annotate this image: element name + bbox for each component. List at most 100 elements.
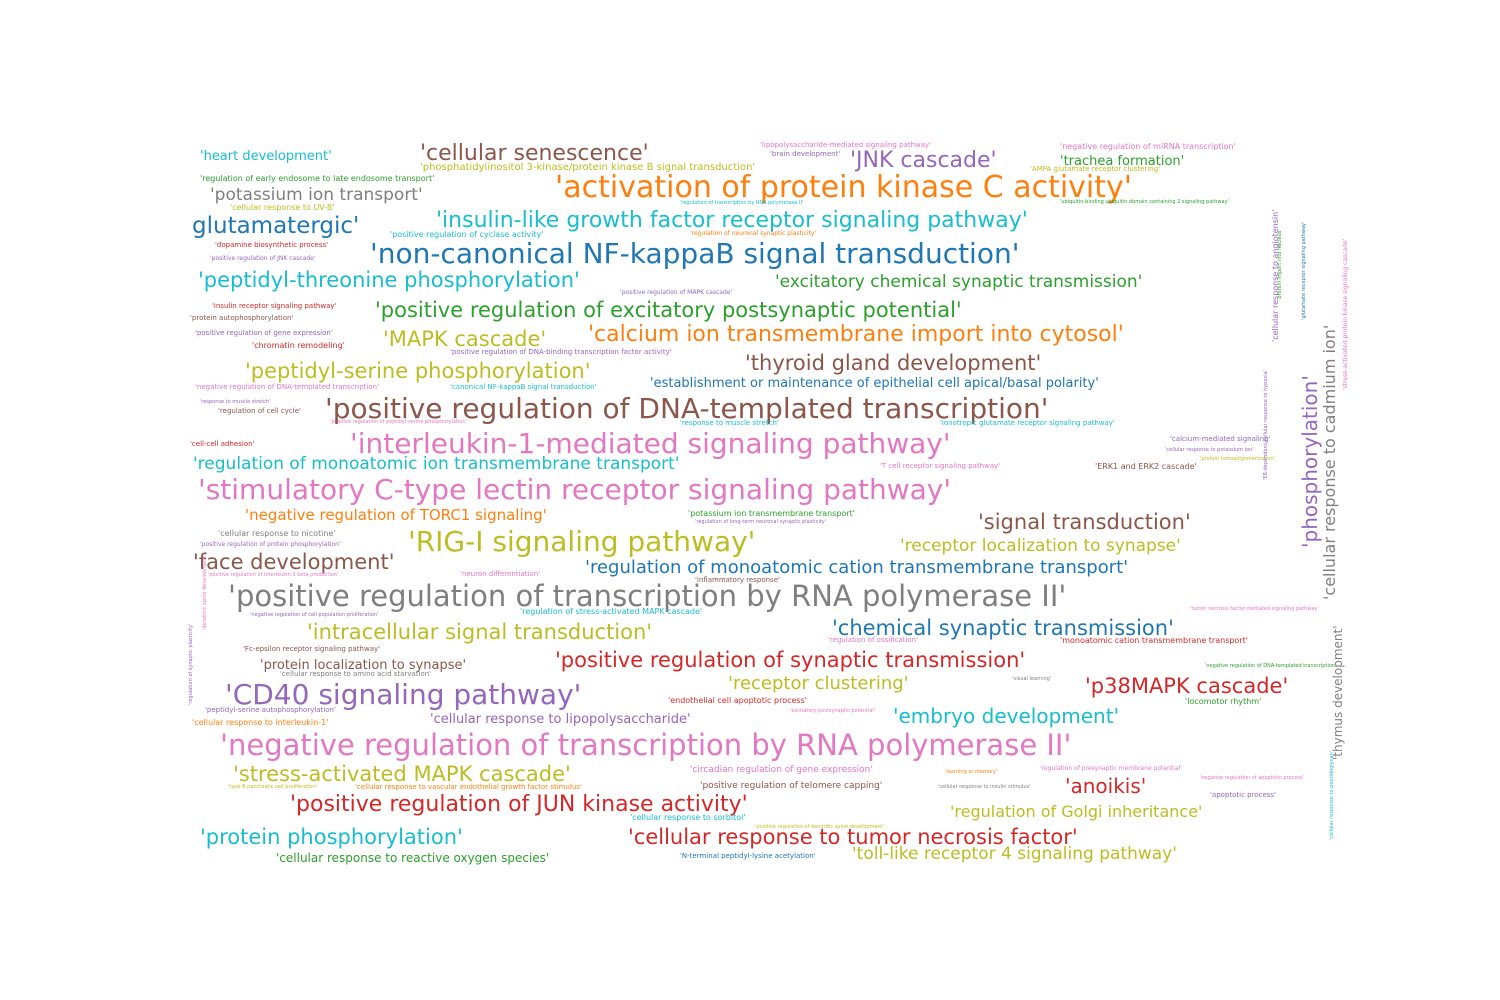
word-cloud-term: 'calcium ion transmembrane import into c…	[588, 322, 1124, 347]
word-cloud-term: 'negative regulation of transcription by…	[220, 728, 1072, 762]
word-cloud-term: 'ERK1 and ERK2 cascade'	[1095, 462, 1197, 471]
word-cloud-term: 'peptidyl-threonine phosphorylation'	[198, 268, 580, 292]
word-cloud-term: 'negative regulation of cell population …	[250, 612, 379, 618]
word-cloud-term: 'regulation of neuronal synaptic plastic…	[690, 230, 817, 237]
word-cloud-term: 'calcium-mediated signaling'	[1170, 435, 1271, 443]
word-cloud-term: 'MAPK cascade'	[383, 327, 547, 351]
word-cloud-term: 'positive regulation of excitatory posts…	[375, 298, 962, 322]
word-cloud-term: 'cell-cell adhesion'	[190, 440, 255, 448]
word-cloud-term: 'ionotropic glutamate receptor signaling…	[940, 419, 1115, 427]
word-cloud-term: 'receptor clustering'	[728, 673, 909, 694]
word-cloud-term: 'peptidyl-serine autophosphorylation'	[205, 706, 336, 714]
word-cloud-term: 'negative regulation of TORC1 signaling'	[245, 506, 547, 524]
word-cloud-term: 'phosphatidylinositol 3-kinase/protein k…	[420, 162, 756, 173]
word-cloud-term: 'protein phosphorylation'	[200, 825, 463, 849]
word-cloud-term: 'locomotor rhythm'	[1185, 697, 1262, 706]
word-cloud-term: 'activation of protein kinase C activity…	[555, 170, 1133, 205]
word-cloud-term: 'response to muscle stretch'	[680, 419, 779, 427]
word-cloud-term: 'positive regulation of telomere capping…	[700, 781, 883, 791]
word-cloud-term: 'cellular senescence'	[420, 141, 649, 166]
word-cloud-term: 'glutamate receptor signaling pathway'	[1301, 221, 1307, 320]
word-cloud-term: 'excitatory chemical synaptic transmissi…	[775, 272, 1143, 292]
word-cloud-term: 'intracellular signal transduction'	[307, 620, 653, 644]
word-cloud-term: 'lipopolysaccharide-mediated signaling p…	[760, 141, 932, 149]
word-cloud-term: 'neuron differentiation'	[460, 570, 541, 578]
word-cloud-term: 'cellular response to cadmium ion'	[1320, 324, 1339, 600]
word-cloud-term: 'chromatin remodeling'	[252, 341, 345, 350]
word-cloud-term: 'ubiquitin-binding ubiquitin domain cont…	[1060, 199, 1229, 205]
word-cloud-term: 'regulation of Golgi inheritance'	[950, 802, 1203, 821]
word-cloud-term: 'protein import into nucleus'	[1277, 229, 1283, 300]
word-cloud-term: 'regulation of long-term neuronal synapt…	[695, 519, 827, 525]
word-cloud-term: 'regulation of transcription by RNA poly…	[680, 200, 804, 206]
word-cloud-term: 'chemical synaptic transmission'	[832, 616, 1174, 640]
word-cloud-term: 'cellular response to sorbitol'	[630, 813, 746, 822]
word-cloud-term: 'cellular response to UV-B'	[230, 203, 335, 212]
word-cloud-term: 'cellular response to interleukin-1'	[192, 718, 329, 727]
word-cloud-term: 'dopamine biosynthetic process'	[215, 241, 329, 249]
word-cloud-term: 'anoikis'	[1065, 774, 1147, 798]
word-cloud-term: 'cellular response to insulin stimulus'	[938, 784, 1031, 790]
word-cloud-term: 'inflammatory response'	[695, 576, 780, 584]
word-cloud-term: 'protein homooligomerization'	[1200, 456, 1275, 462]
word-cloud-term: 'cellular response to vascular endotheli…	[355, 783, 582, 791]
word-cloud-term: 'cellular response to tumor necrosis fac…	[628, 825, 1078, 849]
word-cloud-term: 'monoatomic cation transmembrane transpo…	[1060, 636, 1248, 645]
word-cloud-term: 'RIG-I signaling pathway'	[408, 525, 756, 558]
word-cloud-term: 'ER-dependent cellular response to hypox…	[1263, 369, 1269, 480]
word-cloud-term: 'positive regulation of JNK cascade'	[210, 255, 316, 262]
word-cloud-term: 'thymus development'	[1331, 625, 1345, 760]
word-cloud-term: 'visual learning'	[1012, 676, 1052, 682]
word-cloud-term: 'canonical NF-kappaB signal transduction…	[450, 383, 597, 391]
word-cloud-term: 'trachea formation'	[1060, 154, 1185, 169]
word-cloud-term: 'thyroid gland development'	[745, 351, 1042, 375]
word-cloud-term: 'circadian regulation of gene expression…	[690, 765, 873, 775]
word-cloud-term: 'insulin-like growth factor receptor sig…	[436, 208, 1028, 233]
word-cloud-term: 'regulation of stress-activated MAPK cas…	[520, 607, 703, 616]
word-cloud-term: 'cellular response to potassium ion'	[1165, 447, 1254, 453]
word-cloud-term: 'apoptotic process'	[1210, 791, 1276, 799]
word-cloud-term: 'potassium ion transmembrane transport'	[688, 509, 855, 518]
word-cloud-term: 'embryo development'	[893, 704, 1120, 728]
word-cloud-term: 'positive regulation of dendritic spine …	[755, 824, 885, 830]
word-cloud-term: 'response to muscle stretch'	[200, 399, 271, 405]
word-cloud-term: 'establishment or maintenance of epithel…	[650, 376, 1099, 391]
word-cloud-term: 'interleukin-1-mediated signaling pathwa…	[350, 427, 951, 460]
word-cloud-term: 'cellular response to reactive oxygen sp…	[276, 851, 550, 865]
word-cloud-term: 'receptor localization to synapse'	[900, 536, 1181, 556]
word-cloud-term: 'negative regulation of miRNA transcript…	[1060, 142, 1236, 151]
word-cloud-term: 'stress-activated MAPK cascade'	[233, 762, 571, 786]
word-cloud-term: 'N-terminal peptidyl-lysine acetylation'	[680, 852, 816, 860]
word-cloud-term: 'p38MAPK cascade'	[1085, 674, 1289, 698]
word-cloud-term: 'brain development'	[770, 150, 841, 158]
word-cloud-term: 'face development'	[193, 550, 395, 574]
word-cloud-term: 'regulation of cell cycle'	[218, 407, 301, 415]
word-cloud-term: 'regulation of monoatomic ion transmembr…	[193, 454, 680, 474]
word-cloud-term: 'Fc-epsilon receptor signaling pathway'	[243, 645, 381, 653]
word-cloud-term: 'regulation of presynaptic membrane pote…	[1040, 765, 1182, 772]
word-cloud-term: 'stress-activated protein kinase signali…	[1342, 238, 1349, 390]
word-cloud-term: 'negative regulation of DNA-templated tr…	[1205, 663, 1337, 669]
word-cloud-term: 'positive regulation of DNA-binding tran…	[450, 348, 672, 356]
word-cloud-term: 'protein autophosphorylation'	[190, 314, 294, 322]
word-cloud-term: 'protein localization to synapse'	[260, 658, 467, 673]
word-cloud-term: 'cellular response to nicotine'	[218, 529, 336, 538]
word-cloud-term: 'signal transduction'	[978, 510, 1191, 534]
word-cloud-term: 'negative regulation of DNA-templated tr…	[195, 383, 380, 391]
word-cloud-term: 'phosphorylation'	[1298, 375, 1322, 548]
word-cloud-term: 'heart development'	[200, 149, 332, 164]
word-cloud-term: 'peptidyl-serine phosphorylation'	[245, 359, 591, 383]
word-cloud-term: 'cellular response to amino acid starvat…	[280, 670, 432, 678]
word-cloud-term: glutamatergic'	[192, 213, 360, 239]
word-cloud-term: 'endothelial cell apoptotic process'	[668, 696, 807, 705]
word-cloud-term: 'insulin receptor signaling pathway'	[212, 302, 337, 310]
word-cloud-term: 'cellular response to lipopolysaccharide…	[430, 712, 691, 727]
word-cloud-term: 'stimulatory C-type lectin receptor sign…	[198, 473, 952, 506]
word-cloud-term: 'regulation of monoatomic cation transme…	[585, 557, 1129, 578]
word-cloud-term: 'excitatory postsynaptic potential'	[790, 708, 876, 714]
word-cloud-term: 'regulation of synaptic plasticity'	[188, 623, 194, 705]
word-cloud-term: 'regulation of ossification'	[828, 636, 919, 644]
word-cloud-term: 'tumor necrosis factor-mediated signalin…	[1190, 606, 1319, 612]
word-cloud-term: 'positive regulation of interleukin-1 be…	[208, 572, 339, 578]
